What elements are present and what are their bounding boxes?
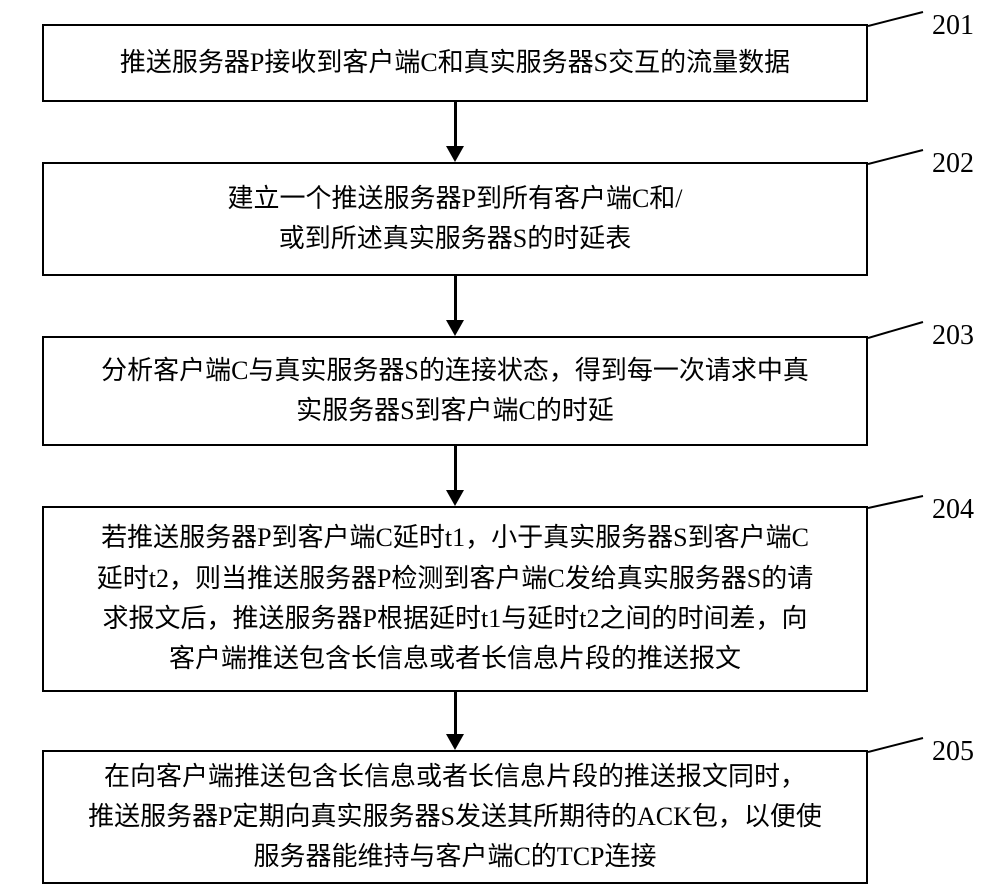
flow-box-203: 分析客户端C与真实服务器S的连接状态，得到每一次请求中真 实服务器S到客户端C的… — [42, 336, 868, 446]
flow-label-text: 205 — [932, 736, 974, 767]
leader-line-205 — [868, 736, 928, 756]
flow-label-text: 204 — [932, 494, 974, 525]
flow-arrow — [454, 276, 457, 320]
flow-box-text: 推送服务器P接收到客户端C和真实服务器S交互的流量数据 — [120, 43, 790, 83]
flow-box-text: 建立一个推送服务器P到所有客户端C和/ 或到所述真实服务器S的时延表 — [227, 179, 682, 260]
flow-box-text: 若推送服务器P到客户端C延时t1，小于真实服务器S到客户端C 延时t2，则当推送… — [97, 518, 814, 679]
leader-line-204 — [868, 494, 928, 512]
flow-box-205: 在向客户端推送包含长信息或者长信息片段的推送报文同时， 推送服务器P定期向真实服… — [42, 750, 868, 884]
flow-label-202: 202 — [932, 148, 974, 180]
arrow-head-icon — [446, 734, 464, 750]
flow-label-text: 202 — [932, 148, 974, 179]
flow-label-204: 204 — [932, 494, 974, 526]
arrow-head-icon — [446, 490, 464, 506]
flow-box-204: 若推送服务器P到客户端C延时t1，小于真实服务器S到客户端C 延时t2，则当推送… — [42, 506, 868, 692]
flow-box-202: 建立一个推送服务器P到所有客户端C和/ 或到所述真实服务器S的时延表 — [42, 162, 868, 276]
flow-arrow — [454, 692, 457, 734]
leader-line-203 — [868, 320, 928, 342]
flowchart-container: 推送服务器P接收到客户端C和真实服务器S交互的流量数据 201 建立一个推送服务… — [0, 0, 1000, 892]
arrow-head-icon — [446, 146, 464, 162]
flow-label-203: 203 — [932, 320, 974, 352]
flow-box-text: 在向客户端推送包含长信息或者长信息片段的推送报文同时， 推送服务器P定期向真实服… — [88, 757, 822, 878]
flow-label-201: 201 — [932, 10, 974, 42]
flow-label-text: 201 — [932, 10, 974, 41]
arrow-head-icon — [446, 320, 464, 336]
flow-label-205: 205 — [932, 736, 974, 768]
flow-arrow — [454, 446, 457, 490]
flow-box-201: 推送服务器P接收到客户端C和真实服务器S交互的流量数据 — [42, 24, 868, 102]
leader-line-202 — [868, 148, 928, 168]
flow-label-text: 203 — [932, 320, 974, 351]
flow-arrow — [454, 102, 457, 146]
leader-line-201 — [868, 10, 928, 30]
flow-box-text: 分析客户端C与真实服务器S的连接状态，得到每一次请求中真 实服务器S到客户端C的… — [101, 351, 809, 432]
